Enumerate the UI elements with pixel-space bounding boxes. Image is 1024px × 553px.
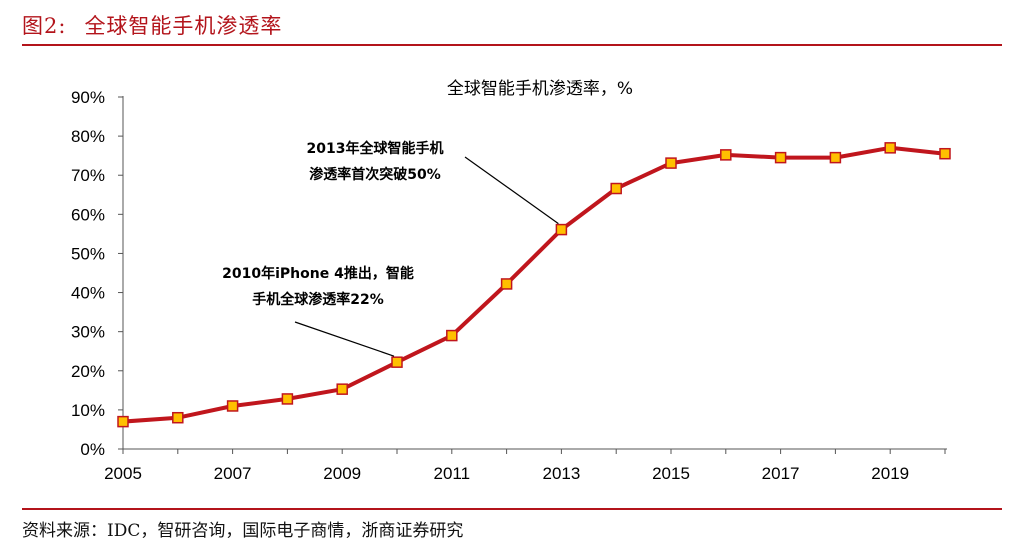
top-rule [22, 44, 1002, 46]
data-point-marker [720, 149, 732, 161]
annotation-line: 手机全球渗透率22% [252, 291, 384, 308]
y-tick-label: 30% [71, 323, 105, 342]
data-point-marker [336, 383, 348, 395]
x-tick-label: 2009 [323, 464, 361, 483]
y-tick-label: 20% [71, 362, 105, 381]
x-tick-label: 2005 [104, 464, 142, 483]
data-point-marker [884, 142, 896, 154]
x-tick-label: 2013 [542, 464, 580, 483]
data-point-marker [500, 278, 513, 290]
y-tick-label: 50% [71, 244, 105, 263]
annotation-text: 2010年iPhone 4推出，智能手机全球渗透率22% [222, 265, 414, 308]
annotation-line: 2010年iPhone 4推出，智能 [222, 265, 414, 282]
data-point-marker [446, 329, 458, 342]
chart-annotations: 2013年全球智能手机渗透率首次突破50% 2010年iPhone 4推出，智能手… [222, 140, 559, 357]
y-tick-label: 60% [71, 205, 105, 224]
y-tick-label: 10% [71, 401, 105, 420]
data-point-marker [774, 151, 787, 164]
series-line [122, 145, 946, 424]
figure-title-text: 全球智能手机渗透率 [84, 14, 283, 38]
data-point-marker [939, 147, 951, 160]
figure-label: 图2: [22, 14, 67, 38]
x-tick-label: 2007 [214, 464, 252, 483]
data-point-marker [610, 182, 622, 195]
x-tick-label: 2019 [871, 464, 909, 483]
annotation-leader [464, 156, 559, 225]
annotation-line: 2013年全球智能手机 [307, 140, 444, 157]
annotation-leader [294, 321, 395, 357]
chart-title: 全球智能手机渗透率，% [447, 79, 633, 99]
x-tick-label: 2017 [762, 464, 800, 483]
data-point-marker [117, 415, 129, 428]
data-point-marker [172, 411, 184, 424]
data-point-marker [555, 223, 568, 236]
y-tick-label: 0% [80, 440, 105, 459]
x-tick-label: 2011 [434, 464, 471, 483]
line-chart: 全球智能手机渗透率，% 0% 10% 20% 30% 40% 50% 60% 70% 80% 90%… [71, 79, 951, 483]
chart-series [117, 142, 951, 428]
data-point-marker [829, 151, 842, 164]
source-note: 资料来源：IDC，智研咨询，国际电子商情，浙商证券研究 [22, 521, 464, 541]
data-point-marker [665, 157, 677, 169]
data-point-marker [226, 400, 239, 412]
y-tick-label: 80% [71, 127, 105, 146]
y-tick-label: 70% [71, 166, 105, 185]
data-point-marker [391, 356, 403, 368]
annotation-text: 2013年全球智能手机渗透率首次突破50% [307, 140, 444, 183]
chart-axes: 全球智能手机渗透率，% 0% 10% 20% 30% 40% 50% 60% 70% 80% 90%… [71, 79, 947, 483]
data-point-marker [281, 393, 294, 405]
figure-title: 图2: 全球智能手机渗透率 [22, 10, 282, 40]
annotation-line: 渗透率首次突破50% [309, 166, 441, 183]
y-tick-label: 40% [71, 284, 105, 303]
x-tick-label: 2015 [652, 464, 690, 483]
bottom-rule [22, 508, 1002, 510]
y-tick-label: 90% [71, 88, 105, 107]
